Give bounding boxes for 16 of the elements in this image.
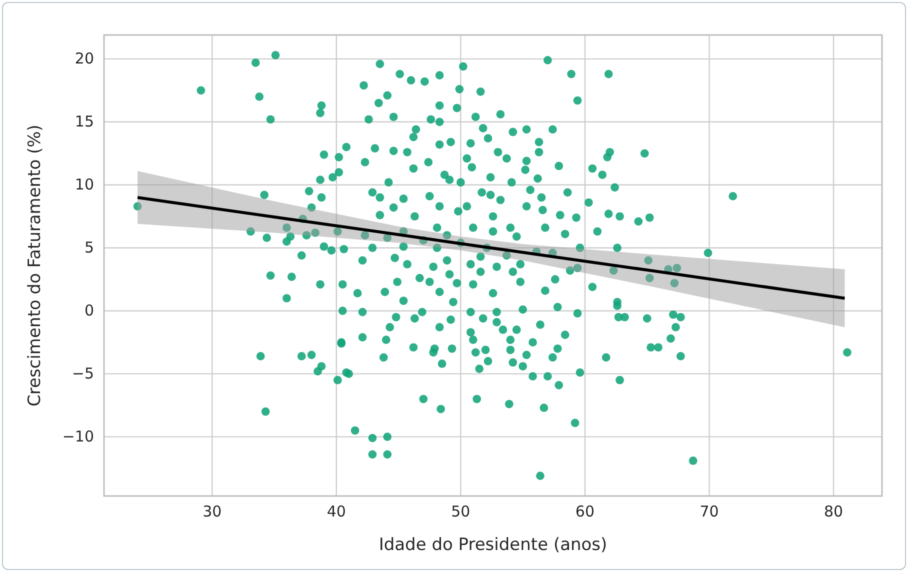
x-tick-label: 80 (824, 502, 844, 521)
y-tick-label: 15 (74, 112, 94, 131)
y-tick-label: −5 (72, 364, 94, 383)
line-series (136, 196, 846, 300)
x-tick-label: 30 (202, 502, 222, 521)
y-tick-label: 10 (74, 176, 94, 194)
y-tick-label: 5 (84, 238, 94, 257)
y-tick-label: −10 (62, 428, 94, 446)
x-axis-title: Idade do Presidente (anos) (378, 535, 608, 555)
y-axis-title: Crescimento do Faturamento (%) (25, 124, 45, 406)
y-tick-label: 0 (84, 302, 94, 320)
y-tick-label: 20 (74, 50, 94, 68)
x-tick-label: 40 (326, 502, 346, 521)
x-tick-label: 50 (451, 502, 470, 521)
x-tick-label: 70 (700, 502, 719, 521)
x-tick-label: 60 (575, 502, 595, 521)
